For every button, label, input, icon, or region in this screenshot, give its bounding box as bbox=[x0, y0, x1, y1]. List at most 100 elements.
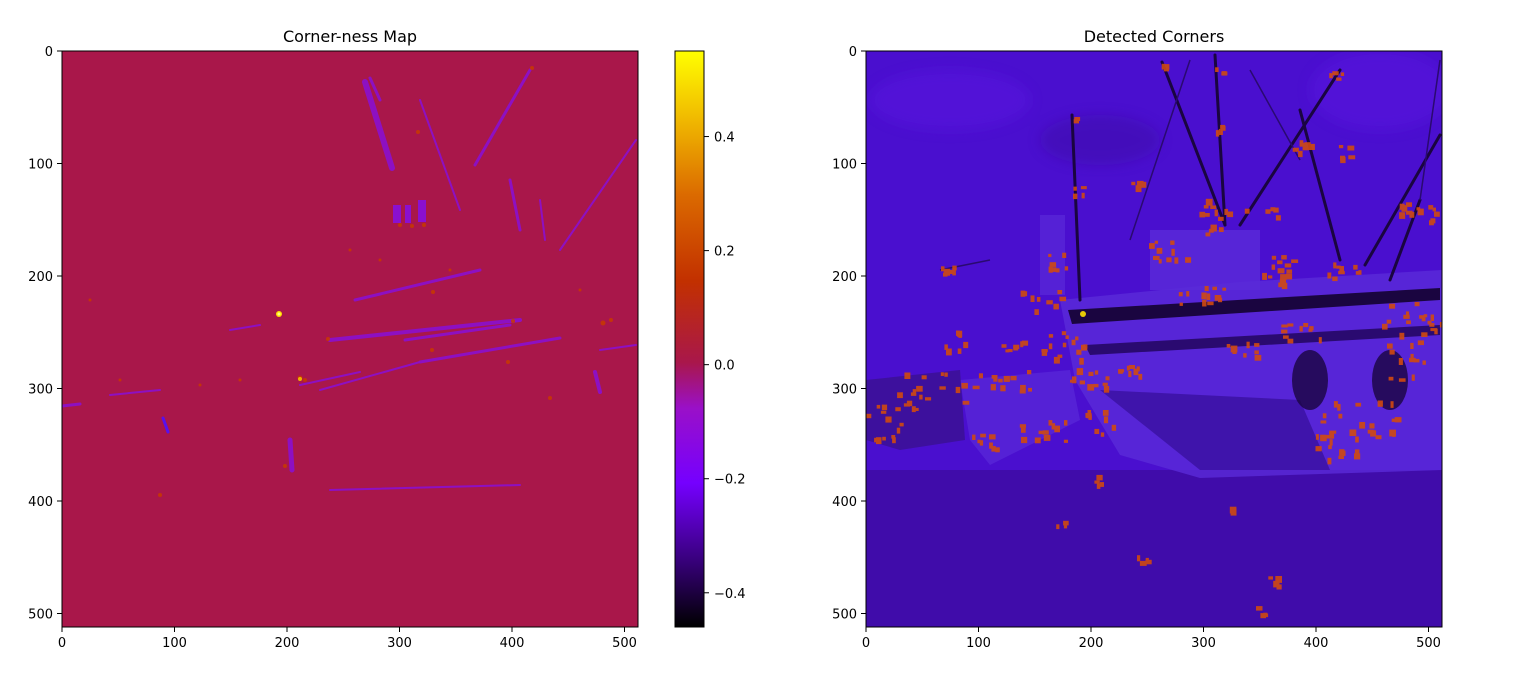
corner-marker bbox=[1414, 302, 1420, 307]
corner-marker bbox=[991, 446, 996, 452]
corner-marker bbox=[1281, 255, 1287, 260]
corner-marker bbox=[1246, 341, 1250, 349]
detected-x-tick-label: 500 bbox=[1416, 636, 1441, 651]
corner-marker bbox=[1128, 365, 1135, 369]
corner-marker bbox=[1021, 340, 1029, 346]
corner-marker bbox=[1203, 213, 1210, 217]
corner-marker bbox=[1221, 71, 1227, 76]
corner-marker bbox=[1136, 180, 1144, 187]
corner-marker bbox=[1399, 203, 1405, 210]
corner-marker bbox=[1340, 157, 1346, 164]
corner-marker bbox=[1399, 212, 1406, 219]
cornerness-y-tick-label: 300 bbox=[28, 383, 53, 398]
corner-marker bbox=[925, 397, 932, 401]
corner-marker bbox=[1271, 264, 1276, 270]
corner-marker bbox=[1073, 193, 1078, 200]
corner-marker bbox=[1348, 155, 1356, 160]
corner-marker bbox=[1254, 343, 1260, 347]
corner-marker bbox=[1332, 276, 1338, 282]
corner-marker bbox=[1214, 209, 1218, 217]
corner-marker bbox=[957, 348, 962, 354]
corner-marker bbox=[1003, 375, 1010, 382]
corner-marker bbox=[1096, 483, 1101, 489]
cornerness-map-frame bbox=[61, 50, 639, 628]
corner-marker bbox=[1410, 342, 1414, 349]
corner-marker bbox=[1423, 314, 1428, 318]
corner-marker bbox=[1203, 205, 1209, 209]
cornerness-map-image bbox=[62, 51, 638, 627]
corner-marker bbox=[1355, 436, 1359, 443]
corner-marker bbox=[980, 433, 986, 438]
corner-marker bbox=[998, 378, 1003, 383]
corner-marker bbox=[989, 442, 993, 449]
corner-marker bbox=[963, 341, 969, 349]
corner-marker bbox=[1394, 417, 1402, 423]
colorbar: −0.4 −0.2 0.0 0.2 0.4 bbox=[674, 50, 746, 628]
corner-marker bbox=[1349, 429, 1357, 436]
corner-marker bbox=[904, 372, 911, 379]
detected-y-tick-label: 500 bbox=[832, 608, 857, 623]
corner-marker bbox=[1070, 379, 1075, 383]
corner-marker bbox=[962, 400, 970, 405]
corner-marker bbox=[1340, 72, 1345, 76]
corner-marker bbox=[1369, 423, 1374, 428]
corner-marker bbox=[1156, 247, 1163, 254]
corner-marker bbox=[1094, 370, 1099, 375]
corner-marker bbox=[1286, 269, 1293, 274]
corner-marker bbox=[1179, 302, 1183, 306]
corner-marker bbox=[1320, 435, 1327, 442]
corner-marker bbox=[1284, 263, 1292, 268]
corner-marker bbox=[1265, 209, 1271, 214]
corner-marker bbox=[995, 447, 1000, 453]
corner-marker bbox=[1230, 345, 1238, 353]
corner-marker bbox=[1428, 205, 1434, 210]
corner-marker bbox=[1048, 343, 1053, 350]
detected-corners-image bbox=[866, 51, 1442, 627]
corner-marker bbox=[1010, 375, 1017, 381]
detected-x-tick-label: 100 bbox=[966, 636, 991, 651]
corner-marker bbox=[1218, 216, 1224, 221]
corner-marker bbox=[1276, 584, 1282, 590]
corner-marker bbox=[1030, 295, 1035, 302]
corner-marker bbox=[1034, 309, 1039, 315]
cornerness-x-tick-label: 100 bbox=[162, 636, 187, 651]
colorbar-ticks: −0.4 −0.2 0.0 0.2 0.4 bbox=[704, 131, 746, 602]
corner-marker bbox=[1390, 401, 1394, 408]
corner-marker bbox=[1268, 275, 1273, 279]
corner-marker bbox=[866, 413, 872, 419]
colorbar-tick-label: 0.2 bbox=[714, 245, 735, 260]
detected-corners-title: Detected Corners bbox=[1084, 27, 1225, 46]
corner-marker bbox=[1406, 311, 1410, 316]
corner-marker bbox=[1336, 77, 1342, 81]
corner-marker bbox=[1299, 325, 1303, 332]
corner-marker bbox=[1227, 211, 1234, 218]
corner-marker bbox=[1064, 420, 1068, 426]
corner-marker bbox=[903, 403, 911, 407]
corner-marker bbox=[952, 268, 956, 276]
corner-marker bbox=[1210, 224, 1217, 232]
corner-marker bbox=[1145, 559, 1152, 565]
corner-marker bbox=[1051, 423, 1056, 430]
corner-marker bbox=[1087, 410, 1092, 415]
corner-marker bbox=[1103, 386, 1110, 393]
corner-marker bbox=[955, 386, 961, 394]
corner-marker bbox=[1128, 371, 1132, 378]
corner-marker bbox=[1268, 576, 1273, 580]
corner-marker bbox=[1422, 360, 1426, 365]
corner-marker bbox=[1008, 349, 1013, 353]
corner-marker bbox=[1054, 425, 1060, 433]
corner-marker bbox=[991, 375, 996, 379]
corner-marker bbox=[1135, 185, 1142, 193]
corner-marker bbox=[1243, 353, 1247, 358]
corner-marker bbox=[941, 266, 945, 272]
corner-marker bbox=[1273, 207, 1279, 213]
corner-marker bbox=[1277, 268, 1285, 274]
cornerness-x-tick-label: 200 bbox=[275, 636, 300, 651]
corner-marker bbox=[1088, 415, 1092, 420]
corner-marker bbox=[952, 265, 957, 271]
corner-marker bbox=[1398, 378, 1406, 382]
cornerness-y-tick-label: 200 bbox=[28, 270, 53, 285]
corner-marker bbox=[1036, 297, 1041, 302]
corner-marker bbox=[1392, 432, 1396, 437]
corner-marker bbox=[1276, 578, 1280, 585]
